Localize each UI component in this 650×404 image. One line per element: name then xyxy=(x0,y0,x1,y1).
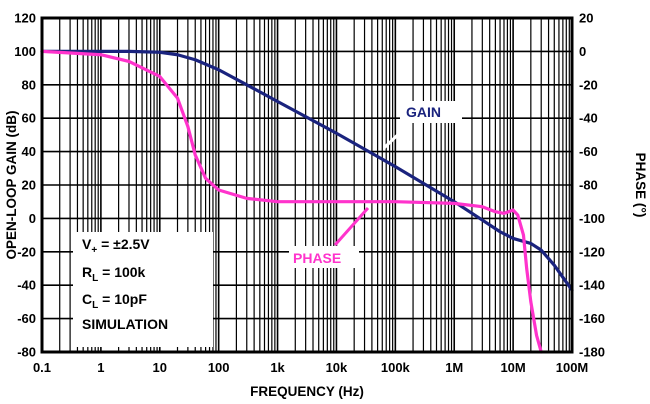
y2-tick-label: -180 xyxy=(579,345,605,360)
x-tick-label: 10M xyxy=(500,360,525,375)
y2-tick-label: -120 xyxy=(579,244,605,259)
gain-label: GAIN xyxy=(406,104,441,120)
x-tick-label: 100 xyxy=(208,360,230,375)
y-tick-label: -60 xyxy=(17,311,36,326)
y2-axis-title: PHASE (°) xyxy=(633,153,648,218)
phase-label: PHASE xyxy=(293,250,341,266)
condition-supply-subscript: + xyxy=(91,245,97,256)
series-line-gain xyxy=(40,49,574,292)
x-tick-label: 1 xyxy=(97,360,104,375)
y-tick-label: -80 xyxy=(17,345,36,360)
phase-arrow xyxy=(333,207,370,246)
gain-label-background xyxy=(400,101,462,123)
y-tick-label: 20 xyxy=(22,178,36,193)
y-tick-label: -40 xyxy=(17,278,36,293)
y2-tick-label: 0 xyxy=(579,44,586,59)
condition-supply-value: = ±2.5V xyxy=(97,236,150,252)
condition-load-resistance-main: R xyxy=(82,264,92,280)
gain-arrow xyxy=(382,123,410,150)
conditions-box-background xyxy=(73,232,213,347)
phase-label-background xyxy=(289,246,359,268)
y2-tick-label: -20 xyxy=(579,77,598,92)
x-tick-label: 1k xyxy=(270,360,285,375)
y2-tick-label: -40 xyxy=(579,111,598,126)
condition-supply: V+ = ±2.5V xyxy=(82,236,150,256)
x-tick-label: 0.1 xyxy=(33,360,51,375)
y2-tick-label: -100 xyxy=(579,211,605,226)
series-line-phase xyxy=(40,49,543,354)
x-tick-label: 10 xyxy=(153,360,167,375)
y2-tick-label: -160 xyxy=(579,311,605,326)
condition-load-capacitance-main: C xyxy=(82,291,92,307)
condition-supply-main: V xyxy=(82,236,92,252)
conditions-box: V+ = ±2.5V RL = 100k CL = 10pF SIMULATIO… xyxy=(73,232,213,347)
x-tick-label: 100M xyxy=(556,360,589,375)
y-tick-label: 40 xyxy=(22,144,36,159)
condition-load-resistance-value: = 100k xyxy=(98,264,145,280)
condition-load-resistance: RL = 100k xyxy=(82,264,146,284)
y-axis-title: OPEN-LOOP GAIN (dB) xyxy=(4,110,19,259)
x-tick-label: 1M xyxy=(445,360,463,375)
x-axis-title: FREQUENCY (Hz) xyxy=(250,384,364,399)
y-tick-label: 80 xyxy=(22,77,36,92)
condition-load-capacitance: CL = 10pF xyxy=(82,291,147,311)
condition-load-capacitance-value: = 10pF xyxy=(98,291,147,307)
y2-tick-label: -140 xyxy=(579,278,605,293)
y-tick-label: 100 xyxy=(14,44,36,59)
y2-tick-label: -80 xyxy=(579,178,598,193)
y2-tick-label: 20 xyxy=(579,11,593,26)
y-tick-label: 120 xyxy=(14,11,36,26)
condition-load-capacitance-subscript: L xyxy=(92,300,98,311)
plot-border xyxy=(40,16,574,354)
condition-simulation: SIMULATION xyxy=(82,316,168,332)
condition-load-resistance-subscript: L xyxy=(92,273,98,284)
curves xyxy=(40,49,574,354)
y-tick-label: 0 xyxy=(29,211,36,226)
gain-annotation: GAIN xyxy=(382,101,462,150)
y-tick-label: 60 xyxy=(22,111,36,126)
phase-annotation: PHASE xyxy=(289,207,370,268)
tick-labels: 0.1 1 10 100 1k 10k 100k 1M 10M 100M 120 100 80 60 40 2… xyxy=(14,11,605,376)
y2-tick-label: -60 xyxy=(579,144,598,159)
y-tick-label: -20 xyxy=(17,244,36,259)
x-tick-label: 100k xyxy=(381,360,411,375)
x-tick-label: 10k xyxy=(326,360,348,375)
